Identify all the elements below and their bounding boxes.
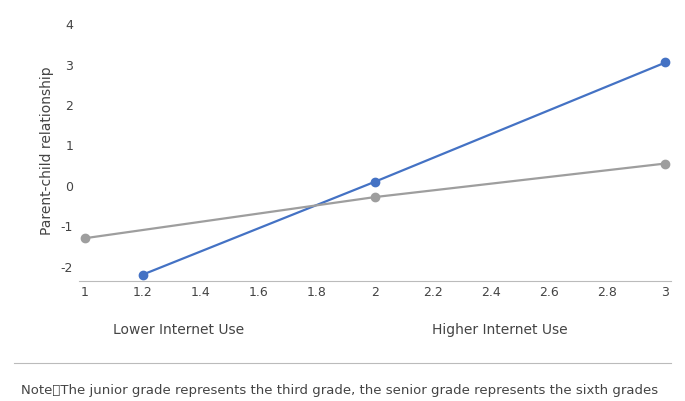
Junior grade [138, 272, 147, 277]
Text: Note：The junior grade represents the third grade, the senior grade represents th: Note：The junior grade represents the thi… [21, 384, 658, 397]
Senior grade [662, 161, 670, 166]
Senior grade [371, 194, 379, 199]
Junior grade [371, 179, 379, 184]
Y-axis label: Parent-child relationship: Parent-child relationship [40, 66, 54, 235]
Line: Senior grade: Senior grade [80, 159, 670, 243]
Text: Higher Internet Use: Higher Internet Use [432, 323, 568, 337]
Text: Lower Internet Use: Lower Internet Use [112, 323, 244, 337]
Line: Junior grade: Junior grade [138, 58, 670, 279]
Senior grade [80, 236, 88, 241]
Junior grade [662, 60, 670, 65]
